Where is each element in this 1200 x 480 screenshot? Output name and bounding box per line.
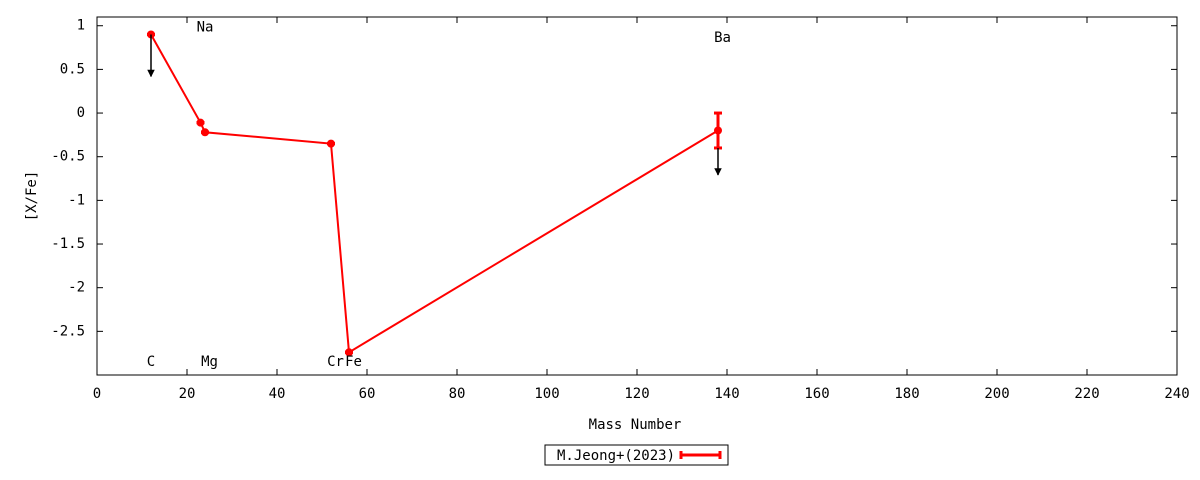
y-tick-label: -0.5 <box>51 149 85 165</box>
legend-label: M.Jeong+(2023) <box>557 448 675 464</box>
legend-box <box>544 444 729 466</box>
y-tick-label: 0 <box>77 105 85 121</box>
annotation: Ba <box>714 30 731 46</box>
x-tick-label: 160 <box>804 386 829 402</box>
x-tick-label: 40 <box>269 386 286 402</box>
y-tick-label: -2 <box>68 280 85 296</box>
y-tick-label: 1 <box>77 18 85 34</box>
point <box>714 126 722 135</box>
y-axis-label: [X/Fe] <box>24 171 40 222</box>
annotation: Mg <box>201 354 218 370</box>
annotation: C <box>147 354 155 370</box>
point <box>327 139 335 148</box>
x-tick-label: 100 <box>534 386 559 402</box>
point <box>201 128 209 137</box>
point <box>345 348 353 357</box>
annotation: Na <box>197 19 214 35</box>
plot-frame <box>96 16 1178 376</box>
x-tick-label: 220 <box>1074 386 1099 402</box>
x-tick-label: 180 <box>894 386 919 402</box>
point <box>196 118 205 127</box>
series-line <box>150 33 719 354</box>
x-tick-label: 80 <box>449 386 466 402</box>
x-tick-label: 240 <box>1164 386 1189 402</box>
x-tick-label: 60 <box>359 386 376 402</box>
annotation: Cr <box>327 354 344 370</box>
x-axis-label: Mass Number <box>589 417 682 433</box>
y-tick-label: 0.5 <box>60 61 85 77</box>
y-tick-label: -1.5 <box>51 236 85 252</box>
x-tick-label: 20 <box>179 386 196 402</box>
x-tick-label: 140 <box>714 386 739 402</box>
annotation: Fe <box>345 354 362 370</box>
y-tick-label: -2.5 <box>51 323 85 339</box>
y-tick-label: -1 <box>68 192 85 208</box>
x-tick-label: 0 <box>93 386 101 402</box>
x-tick-label: 120 <box>624 386 649 402</box>
x-tick-label: 200 <box>984 386 1009 402</box>
